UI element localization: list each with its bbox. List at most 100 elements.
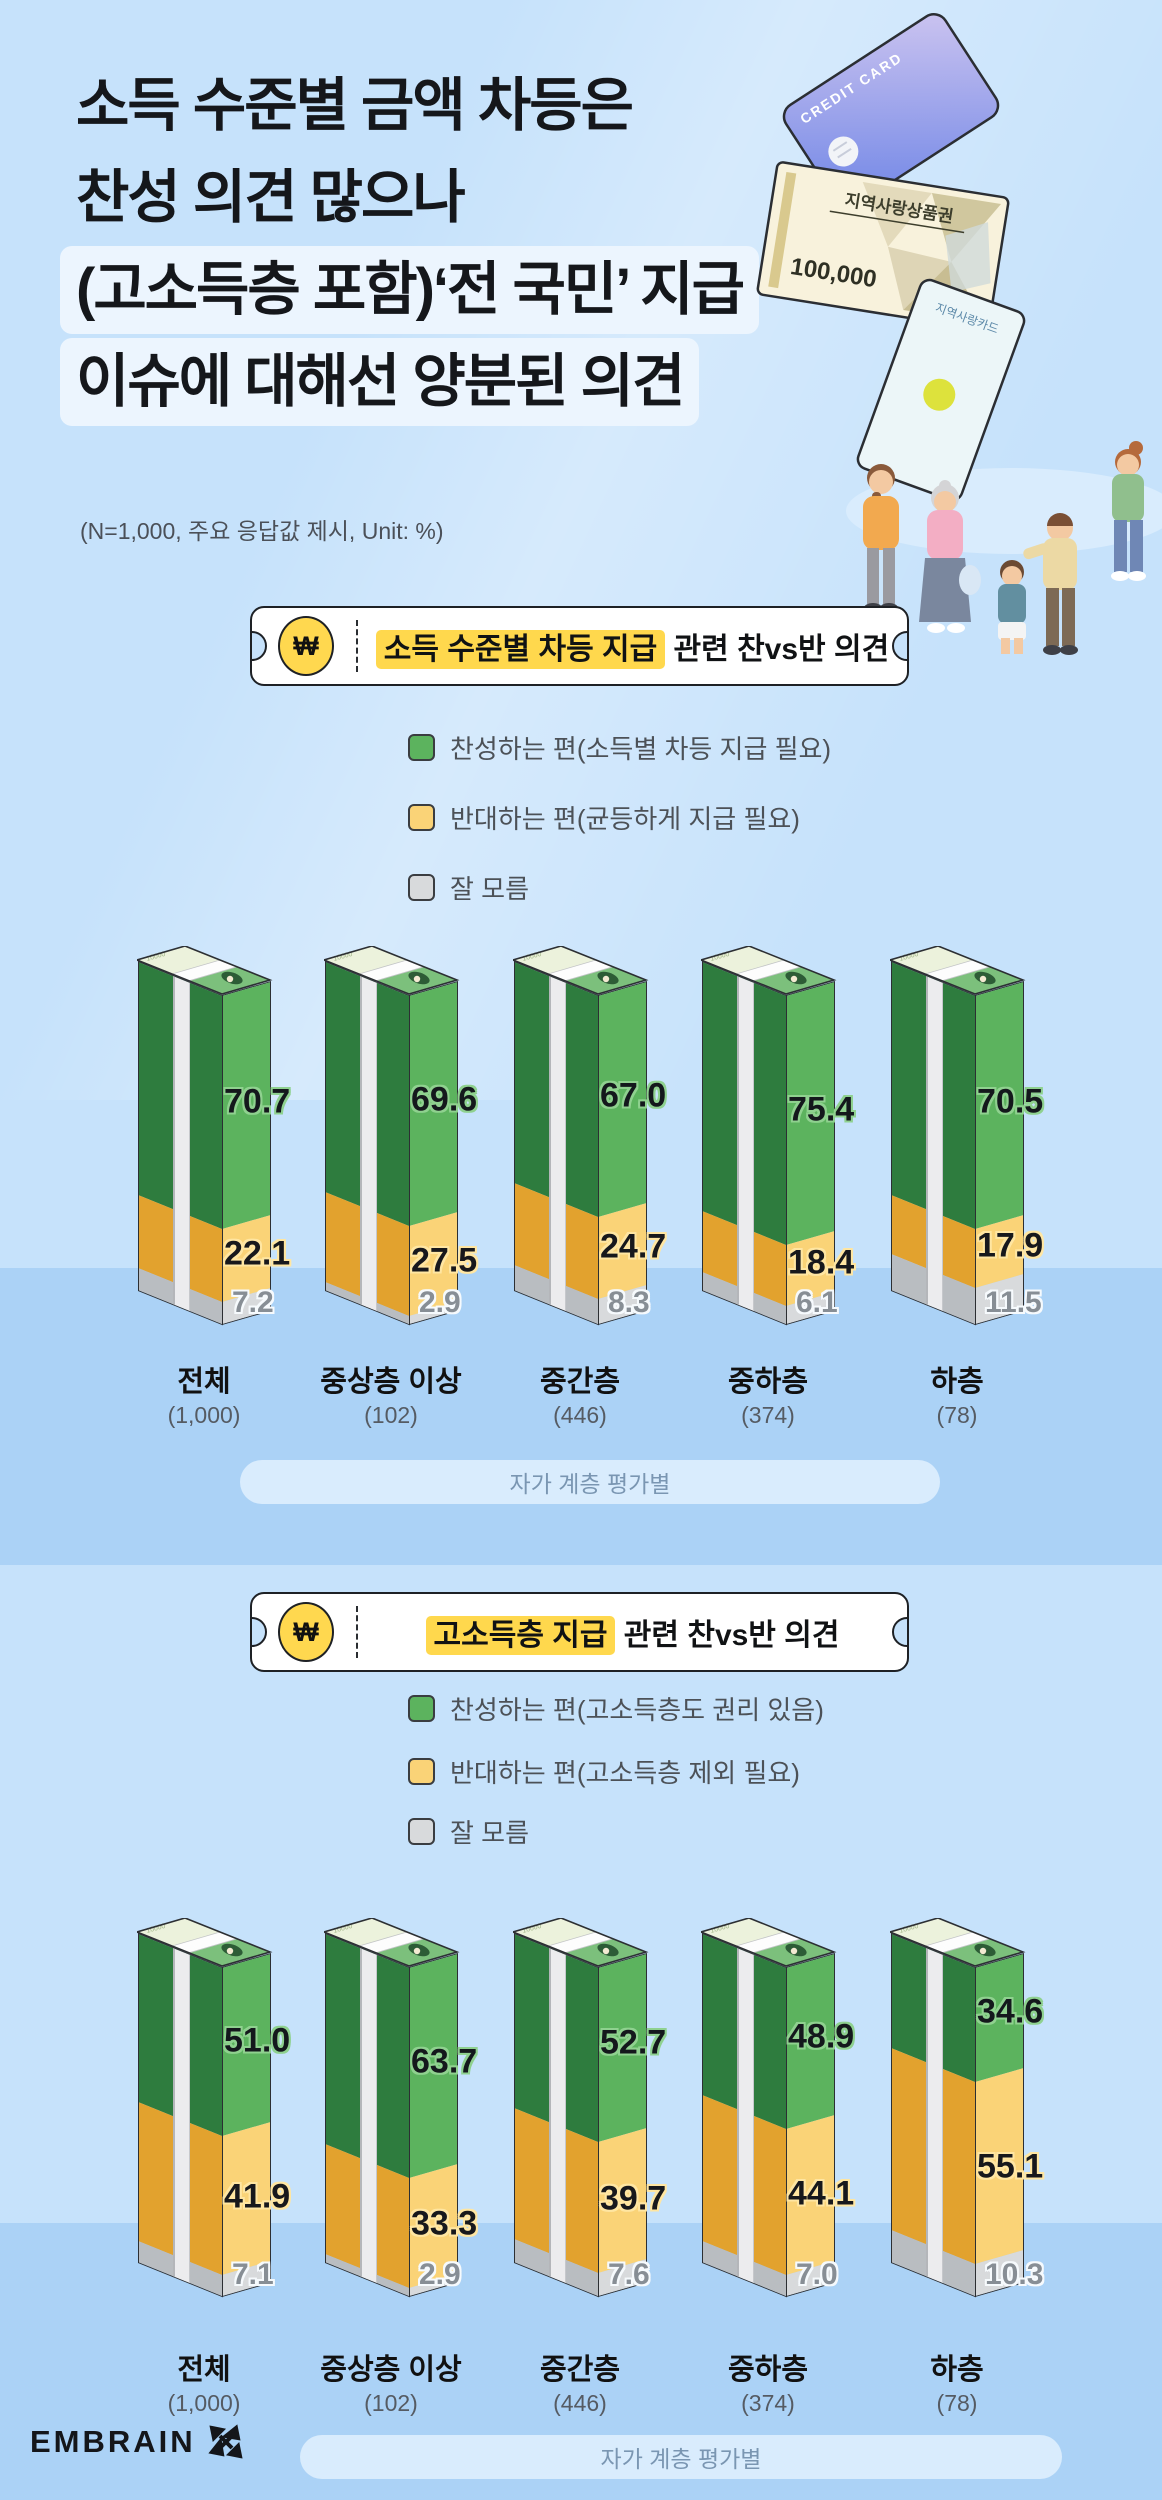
value-label-agree: 52.7 (600, 2023, 667, 2062)
category-label: 전체 (177, 1366, 231, 1398)
footer-pill-1: 자가 계층 평가별 (240, 1460, 940, 1504)
bar-face-left (514, 961, 599, 1326)
category-label: 중간층 (539, 1366, 621, 1398)
value-label-agree: 70.7 (224, 1082, 291, 1121)
value-label-agree: 51.0 (224, 2021, 291, 2060)
bar-chart1-4: 10000 75.4 18.4 6.1 (701, 946, 854, 1326)
bar-face-right (409, 1952, 458, 2297)
category-n: (78) (936, 2390, 978, 2416)
value-label-oppose: 44.1 (788, 2174, 855, 2213)
money-strap (549, 976, 566, 1312)
bar-face-left (891, 961, 976, 1326)
section-header-2: ₩ 고소득층 지급 관련 찬vs반 의견 (250, 1592, 909, 1672)
bar-face-left (702, 1933, 787, 2298)
value-label-dontknow: 2.9 (419, 1286, 461, 1319)
bar-chart1-5: 10000 70.5 17.9 11.5 (890, 946, 1043, 1326)
legend-label: 잘 모름 (450, 1818, 529, 1848)
value-label-oppose: 22.1 (224, 1234, 291, 1273)
money-strap (173, 1948, 190, 2284)
value-label-oppose: 27.5 (411, 1241, 478, 1280)
footer-pill-2: 자가 계층 평가별 (300, 2435, 1062, 2479)
category-label: 하층 (930, 2354, 984, 2386)
category-n: (446) (553, 2390, 607, 2416)
legend-item: 찬성하는 편(소득별 차등 지급 필요) (408, 729, 831, 766)
category-label: 중하층 (727, 2354, 809, 2386)
bar-face-right (598, 1952, 647, 2297)
value-label-agree: 48.9 (788, 2017, 855, 2056)
money-strap (360, 976, 377, 1312)
category-label: 중하층 (727, 1366, 809, 1398)
header-highlight: 소득 수준별 차등 지급 (375, 630, 666, 669)
bar-chart2-4: 10000 48.9 44.1 7.0 (701, 1918, 854, 2298)
bar-face-left (891, 1933, 976, 2298)
bar-face-left (702, 961, 787, 1326)
category-n: (374) (741, 1402, 795, 1428)
category-n: (446) (553, 1402, 607, 1428)
category-label: 하층 (930, 1366, 984, 1398)
category-n: (374) (741, 2390, 795, 2416)
embrain-logo-text: EMBRAIN (30, 2424, 196, 2459)
value-label-agree: 70.5 (977, 1082, 1044, 1121)
value-label-agree: 75.4 (788, 1090, 855, 1129)
value-label-oppose: 55.1 (977, 2147, 1044, 2186)
person-woman-green (1111, 441, 1146, 581)
category-n: (102) (364, 2390, 418, 2416)
money-strap (549, 1948, 566, 2284)
money-strap (737, 976, 754, 1312)
category-label: 중상층 이상 (320, 2354, 462, 2386)
section-header-1: ₩ 소득 수준별 차등 지급 관련 찬vs반 의견 (250, 606, 909, 686)
person-elderly-woman-pink (919, 480, 981, 633)
legend-swatch-oppose (408, 804, 435, 831)
section-header-title: 고소득층 지급 관련 찬vs반 의견 (358, 1610, 907, 1655)
title-line-2: 찬성 의견 많으나 (76, 165, 466, 230)
bar-chart2-5: 10000 34.6 55.1 10.3 (890, 1918, 1043, 2298)
value-label-oppose: 33.3 (411, 2204, 478, 2243)
bar-chart1-1: 10000 70.7 22.1 7.2 (137, 946, 290, 1326)
regional-love-card: 지역사랑카드 (856, 278, 1026, 500)
money-strap (360, 1948, 377, 2284)
value-label-agree: 67.0 (600, 1076, 667, 1115)
legend-item: 잘 모름 (408, 1813, 529, 1850)
bar-face-right (786, 1952, 835, 2297)
money-strap (173, 976, 190, 1312)
embrain-logo-icon (208, 2424, 243, 2459)
ticket-notch-left (252, 631, 267, 661)
payment-cards-illustration: CREDIT CARD 지역사랑상품권 100,000 지역사랑카드 (756, 13, 1026, 500)
title-line-4: 이슈에 대해선 양분된 의견 (60, 336, 976, 428)
bar-chart2-2: 10000 63.7 33.3 2.9 (324, 1918, 477, 2298)
value-label-agree: 63.7 (411, 2042, 478, 2081)
value-label-dontknow: 10.3 (985, 2258, 1044, 2291)
header-dashed-divider (356, 1606, 358, 1658)
category-n: (1,000) (167, 1402, 241, 1428)
value-label-dontknow: 2.9 (419, 2258, 461, 2291)
money-strap (737, 1948, 754, 2284)
embrain-logo: EMBRAIN (30, 2424, 244, 2460)
section-header-title: 소득 수준별 차등 지급 관련 찬vs반 의견 (358, 624, 907, 669)
legend-label: 반대하는 편(균등하게 지급 필요) (450, 804, 800, 834)
bar-face-left (325, 961, 410, 1326)
category-n: (1,000) (167, 2390, 241, 2416)
legend-label: 찬성하는 편(소득별 차등 지급 필요) (450, 734, 832, 764)
category-label: 중간층 (539, 2354, 621, 2386)
value-label-dontknow: 7.1 (232, 2258, 274, 2291)
value-label-dontknow: 6.1 (796, 1286, 838, 1319)
survey-note: (N=1,000, 주요 응답값 제시, Unit: %) (80, 518, 444, 544)
value-label-oppose: 39.7 (600, 2179, 667, 2218)
person-man-yellow-cap (1023, 513, 1078, 655)
bar-chart1-3: 10000 67.0 24.7 8.3 (513, 946, 666, 1326)
category-label: 중상층 이상 (320, 1366, 462, 1398)
legend-label: 반대하는 편(고소득층 제외 필요) (450, 1758, 800, 1788)
ticket-notch-left (252, 1617, 267, 1647)
category-label: 전체 (177, 2354, 231, 2386)
bar-chart1-2: 10000 69.6 27.5 2.9 (324, 946, 477, 1326)
value-label-oppose: 41.9 (224, 2177, 291, 2216)
legend-label: 잘 모름 (450, 874, 529, 904)
bar-face-right (975, 980, 1024, 1325)
legend-item: 찬성하는 편(고소득층도 권리 있음) (408, 1690, 824, 1727)
value-label-agree: 34.6 (977, 1992, 1044, 2031)
bar-face-left (325, 1933, 410, 2298)
bar-chart2-1: 10000 51.0 41.9 7.1 (137, 1918, 290, 2298)
bar-face-right (598, 980, 647, 1325)
value-label-oppose: 17.9 (977, 1226, 1044, 1265)
